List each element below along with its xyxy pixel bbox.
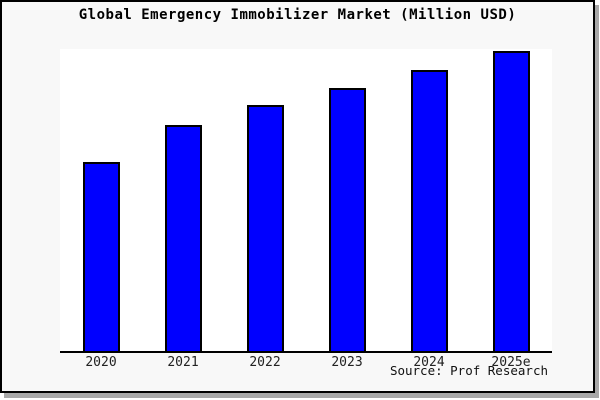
x-tick-label: 2023 (331, 355, 363, 370)
x-tick-label: 2020 (85, 355, 117, 370)
x-tick-label: 2022 (249, 355, 281, 370)
bar (165, 125, 202, 351)
bar (247, 105, 284, 351)
chart-title: Global Emergency Immobilizer Market (Mil… (78, 7, 517, 23)
bar (83, 162, 120, 351)
x-tick-label: 2021 (167, 355, 199, 370)
bar (493, 51, 530, 351)
x-tick-label: 2025e (491, 355, 531, 370)
bar (329, 88, 366, 351)
chart-frame: Global Emergency Immobilizer Market (Mil… (0, 0, 595, 393)
x-axis-line (60, 351, 552, 353)
source-text: Source: Prof Research (389, 363, 548, 378)
x-tick-label: 2024 (413, 355, 445, 370)
plot-area (60, 49, 552, 353)
bar (411, 70, 448, 351)
